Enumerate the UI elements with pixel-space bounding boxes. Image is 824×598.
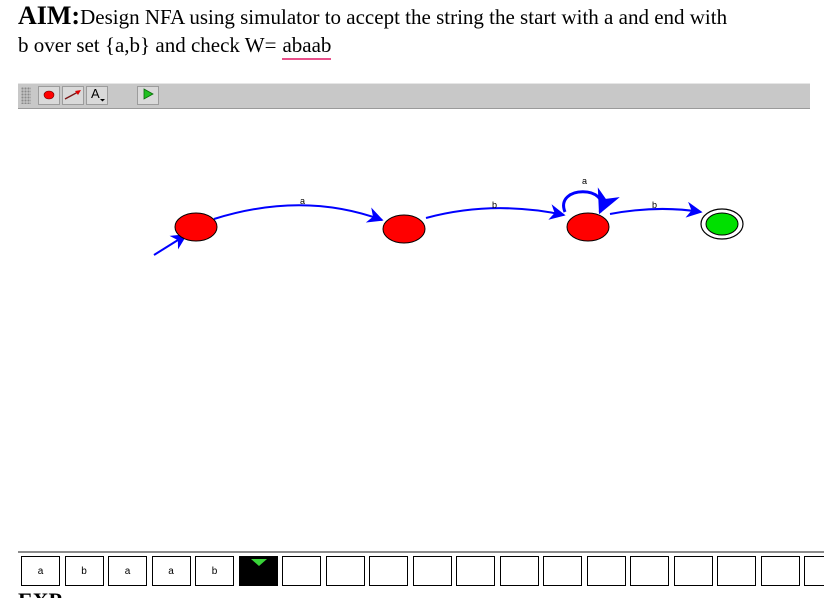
tape-cell-empty[interactable] xyxy=(412,556,452,586)
arrow-line-icon xyxy=(64,87,82,105)
aim-label: AIM: xyxy=(18,1,81,30)
transition-q0-q1[interactable] xyxy=(213,204,384,223)
tape-cell-empty[interactable] xyxy=(717,556,756,586)
tape-cell-empty[interactable] xyxy=(586,556,626,586)
tape-cell-empty[interactable] xyxy=(630,556,669,586)
toolbar-grip[interactable] xyxy=(21,87,31,104)
aim-text-2: b over set {a,b} and check W= xyxy=(18,33,277,57)
tape-head-pointer-icon xyxy=(250,559,267,566)
run-button[interactable] xyxy=(137,86,159,105)
transition-label-q2-loop: a xyxy=(582,176,587,186)
aim-statement: AIM:Design NFA using simulator to accept… xyxy=(18,2,818,60)
aim-line-1: AIM:Design NFA using simulator to accept… xyxy=(18,2,818,31)
tape-cell[interactable]: b xyxy=(195,556,234,586)
tape-cell-empty[interactable] xyxy=(499,556,539,586)
tape-cell[interactable]: b xyxy=(64,556,104,586)
transition-q1-q2[interactable] xyxy=(425,204,566,220)
state-tool-button[interactable] xyxy=(38,86,60,105)
transition-label-q2-q3: b xyxy=(652,200,657,210)
transition-tool-button[interactable] xyxy=(62,86,84,105)
aim-line-2: b over set {a,b} and check W= abaab xyxy=(18,31,818,60)
tape-cell-empty[interactable] xyxy=(673,556,713,586)
transition-q2-q3[interactable] xyxy=(609,201,703,218)
tape-cell-empty[interactable] xyxy=(456,556,495,586)
tape-cell[interactable]: a xyxy=(21,556,60,586)
text-tool-button[interactable]: A xyxy=(86,86,108,105)
state-q3-inner xyxy=(705,212,739,236)
tape-cell-empty[interactable] xyxy=(325,556,365,586)
tape-cell-empty[interactable] xyxy=(282,556,321,586)
tape-cell[interactable]: a xyxy=(108,556,147,586)
tape-head-cell[interactable] xyxy=(238,556,278,586)
red-dot-icon xyxy=(43,87,55,105)
tape-cell-empty[interactable] xyxy=(369,556,408,586)
exp-heading: EXP xyxy=(18,586,62,598)
state-q0[interactable] xyxy=(174,212,218,242)
play-triangle-icon xyxy=(142,87,154,105)
tape-cell-empty[interactable] xyxy=(760,556,800,586)
transition-q2-loop[interactable] xyxy=(562,187,620,215)
svg-text:A: A xyxy=(91,86,100,101)
aim-text-1: Design NFA using simulator to accept the… xyxy=(80,5,728,29)
transition-label-q0-q1: a xyxy=(300,196,305,206)
tape-cell[interactable]: a xyxy=(151,556,191,586)
start-arrow xyxy=(153,234,188,256)
automaton-canvas[interactable]: a b a b xyxy=(18,109,810,550)
tape-cell-empty[interactable] xyxy=(543,556,582,586)
letter-a-icon: A xyxy=(88,86,106,105)
state-q2[interactable] xyxy=(566,212,610,242)
transition-label-q1-q2: b xyxy=(492,200,497,210)
test-string: abaab xyxy=(282,33,332,60)
simulator-toolbar: A xyxy=(18,83,810,109)
tape-cell-empty[interactable] xyxy=(804,556,824,586)
state-q1[interactable] xyxy=(382,214,426,244)
